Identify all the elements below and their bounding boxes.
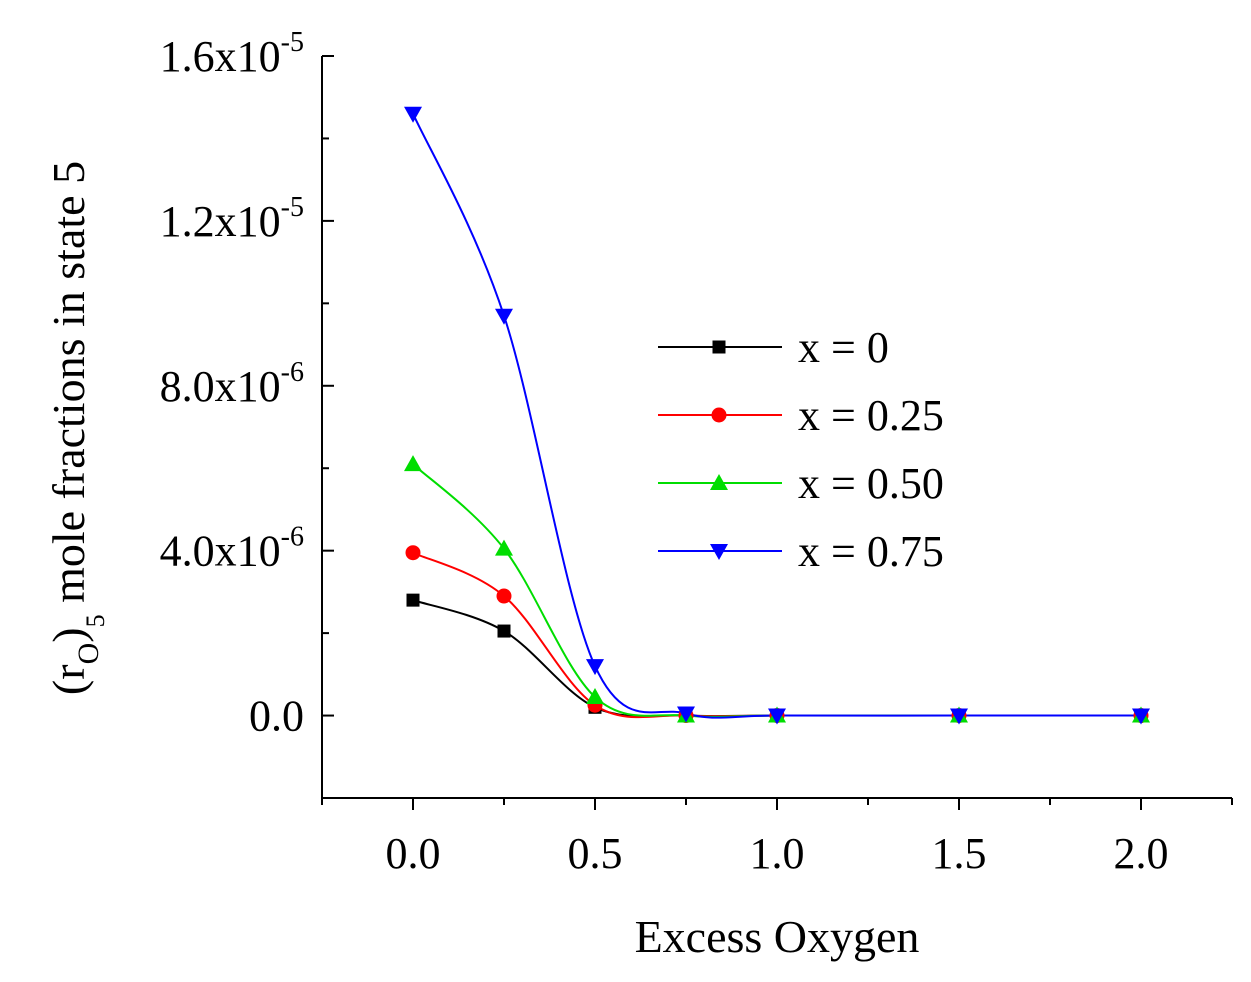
x-tick-label: 1.5	[932, 829, 987, 878]
y-tick-mantissa: 0.0	[249, 692, 304, 741]
data-point-2	[495, 539, 513, 556]
legend-label-2: x = 0.50	[798, 459, 944, 508]
y-tick-label: 1.2x10-5	[160, 192, 304, 246]
legend-marker-0	[712, 340, 726, 354]
data-point-3	[586, 659, 604, 676]
y-tick-mantissa: 8.0x10	[160, 362, 281, 411]
y-axis-title-inner-sub: O	[72, 643, 105, 665]
data-point-0	[497, 624, 511, 638]
data-point-0	[406, 593, 420, 607]
y-tick-exponent: -6	[281, 522, 304, 553]
series-line-2	[412, 463, 1141, 718]
series-line-0	[412, 599, 1141, 718]
x-axis-title: Excess Oxygen	[635, 911, 920, 962]
y-tick-exponent: -5	[281, 27, 304, 58]
y-axis-title: (rO)5 mole fractions in state 5	[43, 161, 110, 695]
x-tick-label: 0.5	[568, 829, 623, 878]
plot-markers	[404, 106, 1150, 725]
data-point-3	[1132, 708, 1150, 725]
y-tick-exponent: -6	[281, 357, 304, 388]
legend-label-0: x = 0	[798, 323, 889, 372]
ticks	[321, 55, 1233, 810]
data-point-3	[950, 708, 968, 725]
data-point-3	[495, 308, 513, 325]
y-tick-label: 1.6x10-5	[160, 27, 304, 81]
x-tick-label: 0.0	[386, 829, 441, 878]
legend-marker-2	[710, 474, 728, 490]
tick-labels: 0.0 0.5 1.0 1.5 2.00.04.0x10-68.0x10-61.2x10…	[160, 27, 1169, 878]
data-point-2	[404, 455, 422, 472]
y-tick-label: 0.0	[249, 692, 304, 741]
data-point-3	[768, 708, 786, 725]
y-tick-mantissa: 4.0x10	[160, 527, 281, 576]
legend-marker-3	[710, 544, 728, 560]
data-point-1	[496, 588, 512, 604]
axes	[321, 56, 1232, 799]
y-axis-title-close: )	[43, 627, 94, 642]
y-axis-title-outer-sub: 5	[81, 614, 110, 627]
y-tick-label: 8.0x10-6	[160, 357, 304, 411]
legend-marker-1	[711, 407, 727, 423]
y-tick-mantissa: 1.2x10	[160, 197, 281, 246]
data-point-3	[677, 706, 695, 723]
y-axis-title-prefix: (r	[43, 664, 94, 695]
y-axis-title-suffix: mole fractions in state 5	[43, 161, 94, 615]
legend-label-3: x = 0.75	[798, 527, 944, 576]
data-point-1	[405, 545, 421, 561]
y-tick-exponent: -5	[281, 192, 304, 223]
x-tick-label: 2.0	[1114, 829, 1169, 878]
x-tick-label: 1.0	[750, 829, 805, 878]
legend-label-1: x = 0.25	[798, 391, 944, 440]
y-tick-mantissa: 1.6x10	[160, 32, 281, 81]
data-point-3	[404, 106, 422, 123]
data-point-2	[586, 688, 604, 705]
legend: x = 0 x = 0.25 x = 0.50 x = 0.75	[658, 323, 944, 576]
y-tick-label: 4.0x10-6	[160, 522, 304, 576]
